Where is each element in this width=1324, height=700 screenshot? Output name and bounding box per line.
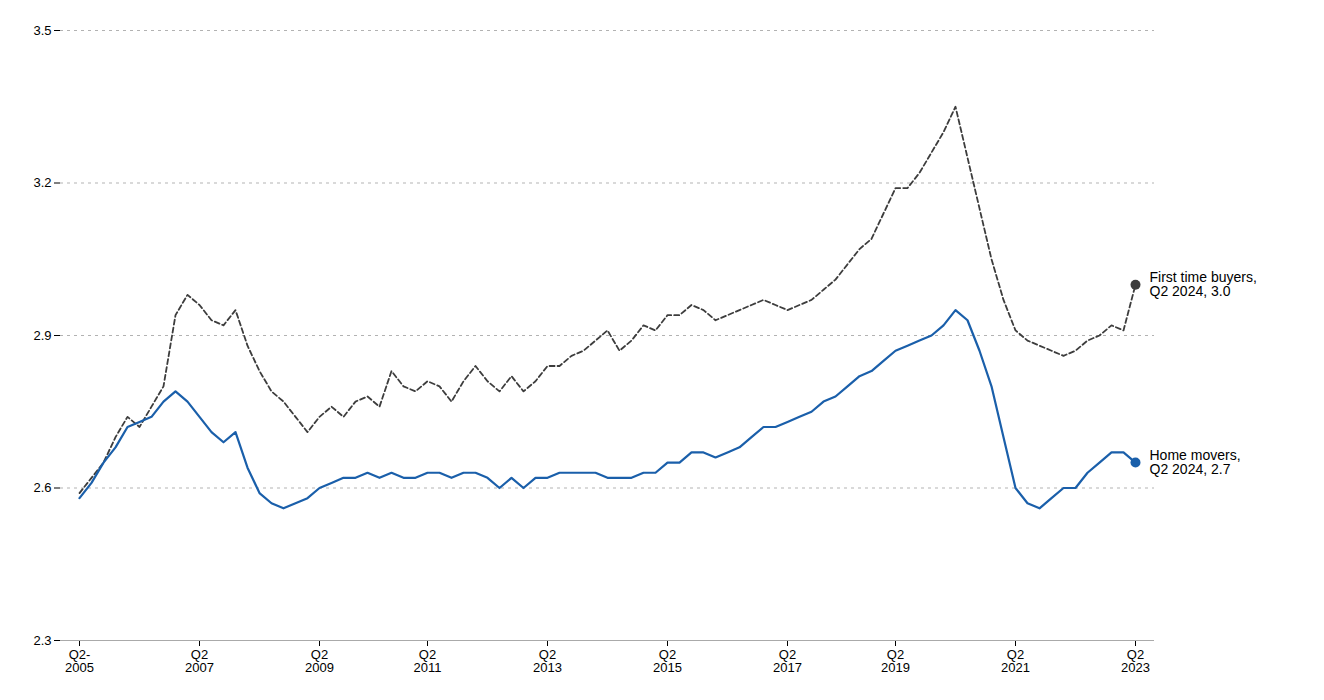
svg-text:Q22011: Q22011 bbox=[414, 647, 442, 675]
svg-text:Q22007: Q22007 bbox=[185, 647, 214, 675]
svg-text:3.5: 3.5 bbox=[33, 23, 51, 38]
svg-text:2.6: 2.6 bbox=[33, 480, 51, 495]
svg-text:Q22023: Q22023 bbox=[1121, 647, 1150, 675]
svg-text:Q22015: Q22015 bbox=[653, 647, 682, 675]
svg-text:Q2-2005: Q2-2005 bbox=[65, 647, 94, 675]
svg-text:Q22017: Q22017 bbox=[773, 647, 802, 675]
svg-text:Q22021: Q22021 bbox=[1001, 647, 1030, 675]
svg-text:Q22013: Q22013 bbox=[533, 647, 562, 675]
svg-text:2.9: 2.9 bbox=[33, 328, 51, 343]
svg-text:2.3: 2.3 bbox=[33, 633, 51, 648]
svg-text:Q22019: Q22019 bbox=[881, 647, 910, 675]
svg-text:3.2: 3.2 bbox=[33, 175, 51, 190]
svg-text:Home movers,Q2 2024, 2.7: Home movers,Q2 2024, 2.7 bbox=[1150, 447, 1241, 477]
svg-text:First time buyers,Q2 2024, 3.0: First time buyers,Q2 2024, 3.0 bbox=[1150, 269, 1257, 299]
svg-text:Q22009: Q22009 bbox=[305, 647, 334, 675]
